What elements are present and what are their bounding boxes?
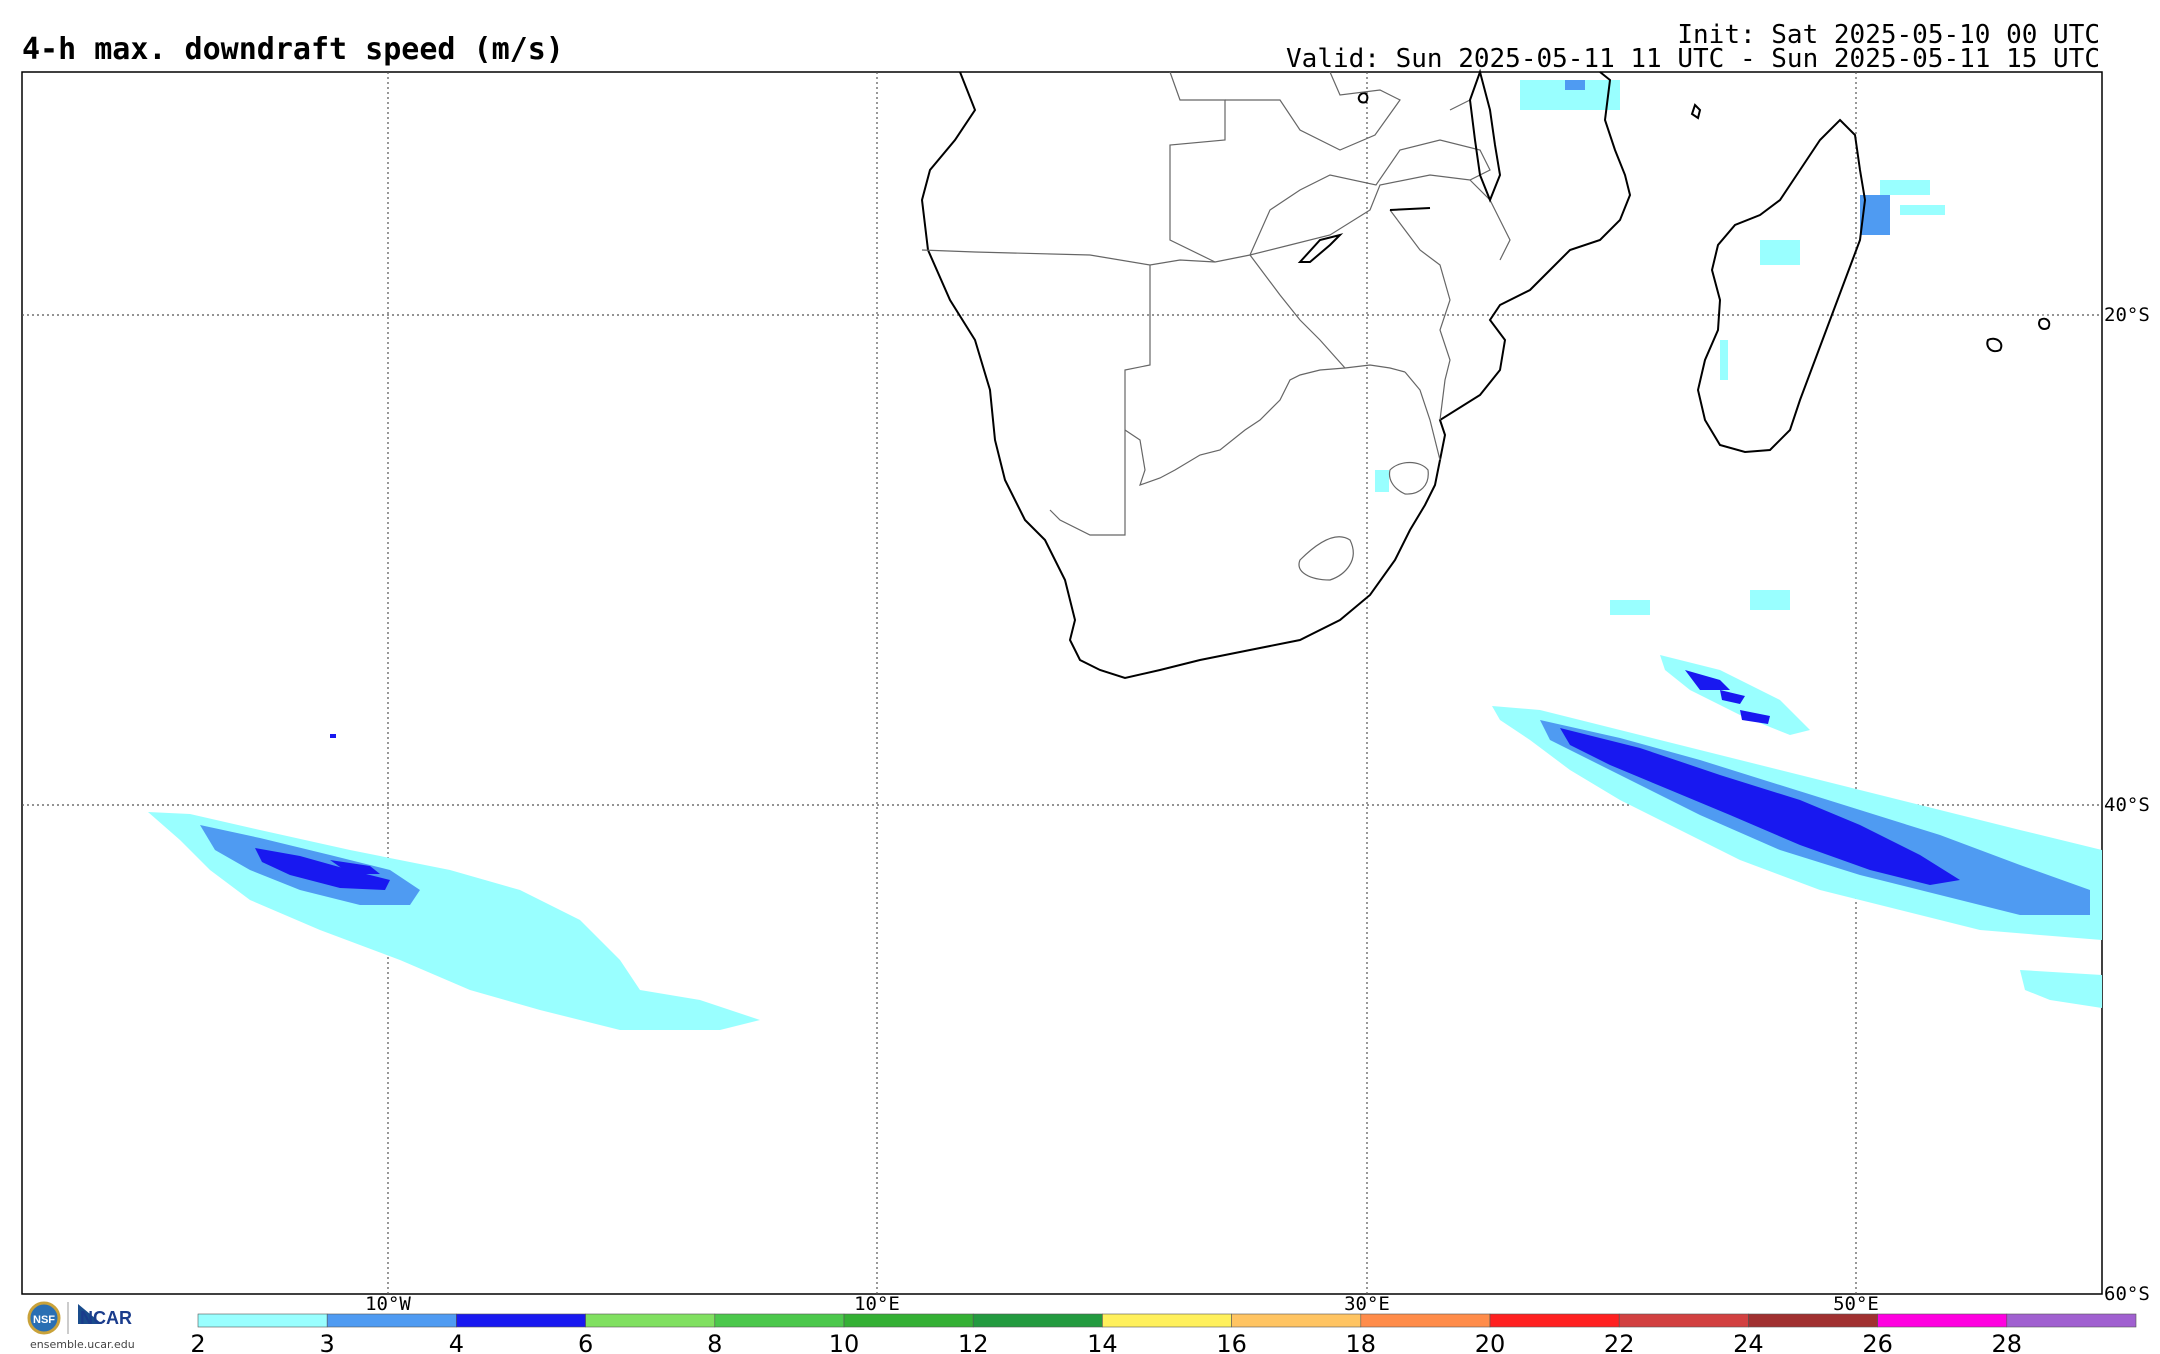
lon-label-50e: 50°E bbox=[1833, 1293, 1879, 1315]
colorbar-tick-label: 20 bbox=[1475, 1330, 1506, 1354]
colorbar-swatch bbox=[2006, 1313, 2137, 1328]
colorbar-tick-label: 28 bbox=[1992, 1330, 2023, 1354]
nsf-logo: NSF bbox=[27, 1301, 61, 1335]
colorbar-tick-label: 22 bbox=[1604, 1330, 1635, 1354]
colorbar-tick-label: 18 bbox=[1346, 1330, 1377, 1354]
colorbar-tick-label: 3 bbox=[320, 1330, 335, 1354]
country-borders bbox=[921, 71, 1511, 581]
lat-label-60s: 60°S bbox=[2104, 1283, 2150, 1305]
colorbar-swatch bbox=[456, 1313, 586, 1328]
lon-label-10e: 10°E bbox=[854, 1293, 900, 1315]
lat-label-40s: 40°S bbox=[2104, 794, 2150, 816]
colorbar-tick-label: 8 bbox=[707, 1330, 722, 1354]
colorbar-swatch bbox=[197, 1313, 328, 1328]
lon-label-10w: 10°W bbox=[365, 1293, 411, 1315]
colorbar-tick-label: 2 bbox=[190, 1330, 205, 1354]
downdraft-field-east bbox=[1492, 655, 2102, 1008]
colorbar-swatch bbox=[1748, 1313, 1878, 1328]
graticule bbox=[22, 72, 2102, 1294]
colorbar-tick-label: 4 bbox=[449, 1330, 464, 1354]
colorbar-swatch bbox=[1102, 1313, 1232, 1328]
colorbar-swatch bbox=[1231, 1313, 1362, 1328]
map-title: 4-h max. downdraft speed (m/s) bbox=[22, 32, 564, 67]
lat-label-20s: 20°S bbox=[2104, 304, 2150, 326]
colorbar-tick-label: 14 bbox=[1087, 1330, 1118, 1354]
svg-text:NSF: NSF bbox=[33, 1314, 55, 1326]
colorbar-tick-label: 6 bbox=[578, 1330, 593, 1354]
colorbar-swatch bbox=[714, 1313, 845, 1328]
colorbar-swatch bbox=[972, 1313, 1103, 1328]
lon-label-30e: 30°E bbox=[1344, 1293, 1390, 1315]
colorbar-swatch bbox=[585, 1313, 716, 1328]
colorbar-tick-label: 12 bbox=[958, 1330, 989, 1354]
colorbar-swatch bbox=[326, 1313, 457, 1328]
colorbar-swatch bbox=[843, 1313, 974, 1328]
colorbar-tick-label: 26 bbox=[1862, 1330, 1893, 1354]
map-frame bbox=[21, 71, 2103, 1295]
site-credit: ensemble.ucar.edu bbox=[30, 1338, 135, 1351]
colorbar-swatch bbox=[1360, 1313, 1491, 1328]
coastline bbox=[920, 71, 2051, 680]
colorbar-swatch bbox=[1489, 1313, 1620, 1328]
colorbar-swatch bbox=[1877, 1313, 2008, 1328]
colorbar-tick-label: 10 bbox=[829, 1330, 860, 1354]
colorbar: 2 3 4 6 8 10 12 14 16 18 20 22 24 26 28 bbox=[190, 1313, 2137, 1354]
colorbar-swatch bbox=[1618, 1313, 1749, 1328]
valid-time: Valid: Sun 2025-05-11 11 UTC - Sun 2025-… bbox=[1286, 44, 2100, 74]
colorbar-tick-label: 16 bbox=[1216, 1330, 1247, 1354]
init-time: Init: Sat 2025-05-10 00 UTC bbox=[1677, 20, 2100, 50]
axis-labels: 10°W 10°E 30°E 50°E 20°S 40°S 60°S bbox=[365, 304, 2150, 1315]
downdraft-field-west bbox=[148, 812, 760, 1030]
ncar-logo-text: NCAR bbox=[80, 1308, 132, 1328]
colorbar-tick-label: 24 bbox=[1733, 1330, 1764, 1354]
ncar-logo-icon bbox=[78, 1304, 102, 1324]
downdraft-speckles bbox=[330, 80, 1945, 738]
lakes bbox=[1297, 68, 1502, 263]
